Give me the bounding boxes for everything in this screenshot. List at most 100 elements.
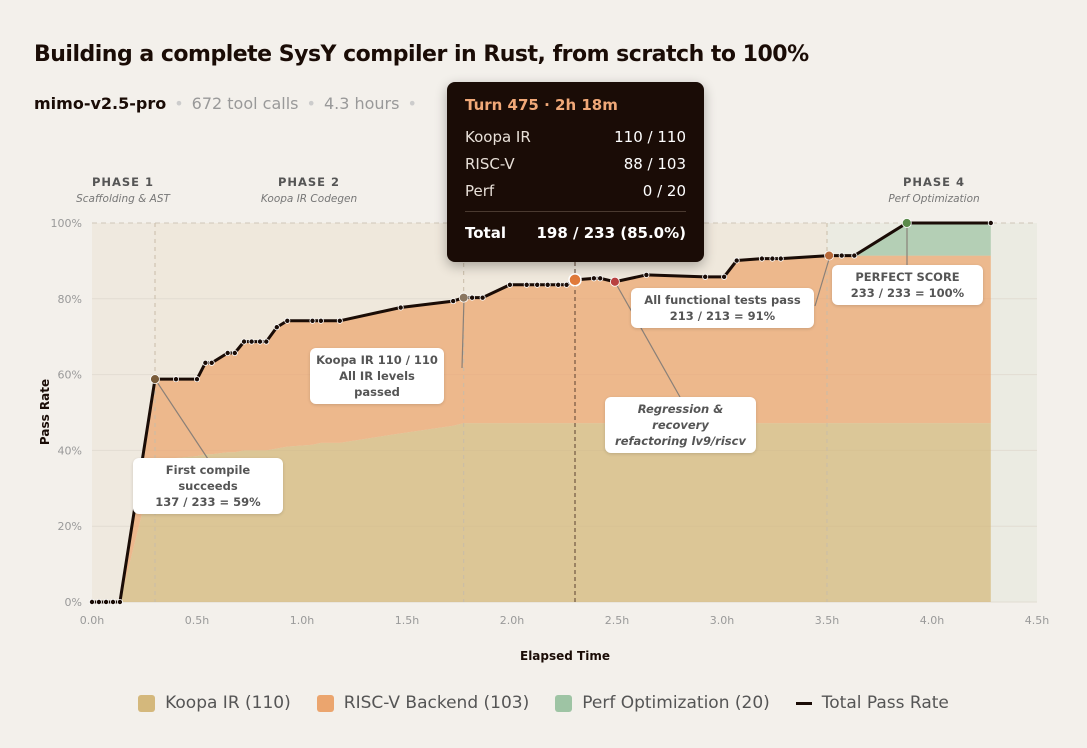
line-icon — [795, 701, 812, 705]
highlight-point — [610, 276, 620, 287]
data-point — [263, 338, 270, 345]
annotation-line: All IR levels passed — [339, 369, 415, 399]
data-point — [397, 304, 404, 311]
data-point — [256, 338, 263, 345]
phase-subtitle: Scaffolding & AST — [76, 193, 170, 205]
data-point — [193, 376, 200, 383]
data-point — [838, 252, 845, 259]
annotation-leader-line — [614, 281, 681, 398]
riscv-area — [92, 255, 991, 602]
data-point — [733, 257, 740, 264]
legend-label: RISC-V Backend (103) — [343, 693, 530, 713]
x-axis-title: Elapsed Time — [520, 649, 610, 663]
legend-item-riscv[interactable]: RISC-V Backend (103) — [316, 693, 530, 713]
tooltip-row-total: Total 198 / 233 (85.0%) — [465, 211, 686, 247]
data-point — [544, 281, 551, 288]
y-tick-label: 40% — [58, 444, 82, 457]
row-value: 198 / 233 (85.0%) — [536, 224, 686, 242]
legend-item-koopa[interactable]: Koopa IR (110) — [138, 693, 291, 713]
legend-label: Perf Optimization (20) — [582, 693, 770, 713]
data-point — [758, 255, 765, 262]
legend: Koopa IR (110) RISC-V Backend (103) Perf… — [0, 693, 1087, 713]
row-value: 110 / 110 — [614, 128, 686, 146]
x-tick-label: 4.5h — [1025, 614, 1049, 627]
data-point — [208, 359, 215, 366]
row-label: Total — [465, 224, 506, 242]
annotation-line: All functional tests pass — [644, 293, 801, 307]
row-value: 0 / 20 — [642, 182, 686, 200]
data-point — [284, 317, 291, 324]
data-point — [469, 294, 476, 301]
data-point — [555, 281, 562, 288]
row-label: Koopa IR — [465, 128, 531, 146]
y-tick-label: 80% — [58, 293, 82, 306]
row-label: RISC-V — [465, 155, 515, 173]
data-point — [597, 275, 604, 282]
legend-label: Total Pass Rate — [821, 693, 949, 713]
data-point — [116, 599, 123, 606]
swatch-icon — [138, 694, 156, 712]
annotation-line: 233 / 233 = 100% — [850, 286, 965, 300]
annotation-perfect-score: PERFECT SCORE 233 / 233 = 100% — [832, 265, 983, 305]
phase-title: PHASE 4 — [902, 175, 966, 189]
x-tick-label: 3.0h — [710, 614, 734, 627]
data-point — [110, 599, 117, 606]
data-point — [563, 281, 570, 288]
koopa-area — [92, 423, 991, 602]
y-axis-title: Pass Rate — [38, 379, 52, 445]
y-tick-label: 100% — [51, 217, 82, 230]
x-tick-label: 0.0h — [80, 614, 104, 627]
y-tick-label: 0% — [65, 596, 82, 609]
x-tick-label: 0.5h — [185, 614, 209, 627]
annotation-line: refactoring lv9/riscv — [615, 434, 746, 448]
data-point — [202, 359, 209, 366]
data-point — [248, 338, 255, 345]
tooltip-title: Turn 475 · 2h 18m — [465, 96, 618, 114]
phase-subtitle: Perf Optimization — [888, 193, 980, 205]
phase-subtitle: Koopa IR Codegen — [260, 193, 358, 205]
data-point — [479, 294, 486, 301]
data-point — [851, 252, 858, 259]
data-point — [769, 255, 776, 262]
separator: • — [407, 94, 417, 113]
y-tick-label: 20% — [58, 520, 82, 533]
hover-tooltip: Turn 475 · 2h 18m Koopa IR 110 / 110 RISC… — [447, 82, 704, 262]
data-point — [643, 271, 650, 278]
y-tick-label: 60% — [58, 369, 82, 382]
annotation-first-compile: First compile succeeds 137 / 233 = 59% — [133, 458, 283, 514]
x-tick-label: 4.0h — [920, 614, 944, 627]
legend-item-total[interactable]: Total Pass Rate — [795, 693, 949, 713]
tool-calls: 672 tool calls — [191, 94, 299, 113]
phase-2-label: PHASE 2 Koopa IR Codegen — [209, 175, 409, 205]
annotation-leader-line — [814, 255, 831, 307]
annotation-line: 137 / 233 = 59% — [155, 495, 261, 509]
phase-1-label: PHASE 1 Scaffolding & AST — [23, 175, 223, 205]
annotation-leader-line — [461, 297, 465, 369]
highlight-point — [568, 273, 582, 287]
phase-title: PHASE 1 — [91, 175, 155, 189]
data-point — [317, 317, 324, 324]
separator: • — [306, 94, 316, 113]
data-point — [702, 273, 709, 280]
data-point — [590, 275, 597, 282]
swatch-icon — [316, 694, 334, 712]
data-point — [95, 599, 102, 606]
row-value: 88 / 103 — [623, 155, 686, 173]
data-point — [273, 324, 280, 331]
data-point — [103, 599, 110, 606]
tooltip-row-riscv: RISC-V 88 / 103 — [465, 151, 686, 178]
data-point — [523, 281, 530, 288]
data-point — [231, 349, 238, 356]
annotation-line: Regression & recovery — [637, 402, 724, 432]
tooltip-row-koopa: Koopa IR 110 / 110 — [465, 124, 686, 151]
separator: • — [174, 94, 184, 113]
swatch-icon — [555, 694, 573, 712]
data-point — [172, 376, 179, 383]
annotation-functional-pass: All functional tests pass 213 / 213 = 91% — [631, 288, 814, 328]
x-tick-label: 1.5h — [395, 614, 419, 627]
tooltip-row-perf: Perf 0 / 20 — [465, 178, 686, 205]
x-tick-label: 3.5h — [815, 614, 839, 627]
phase-4-label: PHASE 4 Perf Optimization — [834, 175, 1034, 205]
legend-item-perf[interactable]: Perf Optimization (20) — [555, 693, 770, 713]
data-point — [777, 255, 784, 262]
